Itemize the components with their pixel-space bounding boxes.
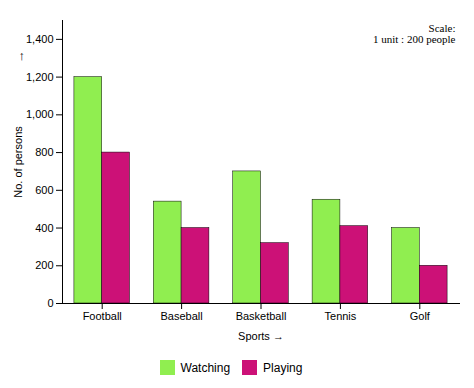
svg-text:Basketball: Basketball — [236, 310, 287, 322]
svg-text:Tennis: Tennis — [325, 310, 357, 322]
svg-text:1,000: 1,000 — [26, 108, 54, 120]
svg-text:Scale:1 unit : 200 people: Scale:1 unit : 200 people — [373, 22, 456, 45]
svg-text:400: 400 — [35, 222, 53, 234]
svg-text:200: 200 — [35, 259, 53, 271]
svg-text:Baseball: Baseball — [160, 310, 202, 322]
svg-text:Golf: Golf — [410, 310, 431, 322]
html-text:Watching: Watching — [180, 360, 231, 375]
svg-text:No. of persons: No. of persons — [12, 126, 24, 198]
svg-text:800: 800 — [35, 146, 53, 158]
svg-text:Sports →: Sports → — [238, 330, 284, 342]
svg-text:0: 0 — [47, 297, 53, 309]
svg-text:↑: ↑ — [19, 48, 26, 63]
svg-text:1,200: 1,200 — [26, 71, 54, 83]
svg-text:1,400: 1,400 — [26, 33, 54, 45]
svg-text:600: 600 — [35, 184, 53, 196]
html-text:Playing: Playing — [263, 360, 303, 375]
svg-text:Football: Football — [83, 310, 122, 322]
